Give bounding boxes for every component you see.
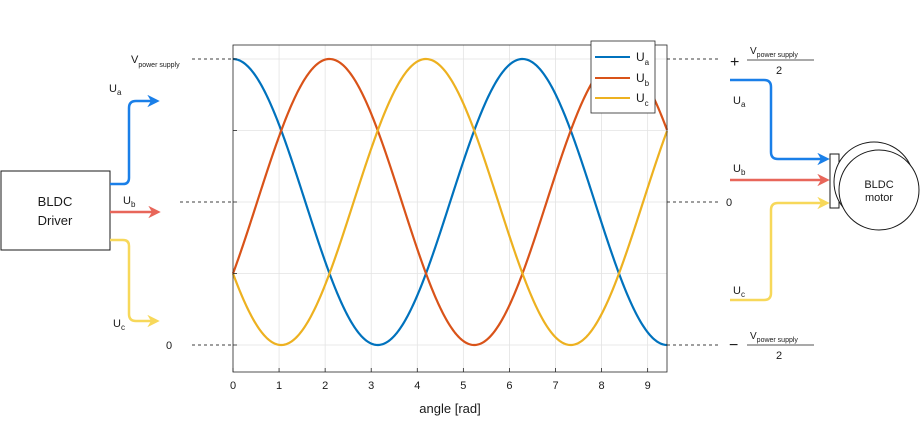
- motor-in-label-ub: Ub: [733, 163, 746, 177]
- driver-out-label-ub: Ub: [123, 195, 136, 209]
- right-top-denominator: 2: [776, 65, 782, 77]
- motor-label-line1: BLDC: [864, 179, 893, 191]
- x-axis-label: angle [rad]: [419, 401, 480, 416]
- driver-label-line1: BLDC: [38, 194, 73, 209]
- legend: Ua Ub Uc: [590, 40, 656, 114]
- right-bottom-sign: −: [729, 337, 738, 354]
- x-tick-label: 8: [599, 380, 605, 392]
- motor-label-line2: motor: [865, 192, 893, 204]
- x-tick-label: 3: [368, 380, 374, 392]
- legend-label-ua: Ua: [636, 50, 650, 67]
- level-label-zero-left: 0: [166, 340, 172, 352]
- right-top-sign: +: [730, 54, 739, 71]
- x-tick-label: 6: [506, 380, 512, 392]
- right-bottom-denominator: 2: [776, 350, 782, 362]
- x-tick-label: 4: [414, 380, 420, 392]
- level-label-vps: Vpower supply: [131, 54, 180, 69]
- driver-label-line2: Driver: [38, 213, 73, 228]
- motor-in-label-uc: Uc: [733, 285, 745, 299]
- bldc-driver-block: [0, 170, 111, 251]
- motor-in-label-ua: Ua: [733, 95, 746, 109]
- driver-arrow-ua: [110, 94, 160, 186]
- series-line-ua: [232, 57, 668, 347]
- x-tick-label: 7: [552, 380, 558, 392]
- driver-out-label-ua: Ua: [109, 83, 122, 97]
- plot-area: 0 1 2 3 4 5 6 7 8 9 angle [rad] Ua Ub Uc: [230, 40, 669, 416]
- plot-frame: [232, 44, 668, 373]
- motor-arrow-uc: [730, 196, 830, 302]
- right-top-numerator: Vpower supply: [750, 46, 798, 59]
- x-tick-label: 9: [645, 380, 651, 392]
- motor-arrow-ua: [730, 78, 830, 166]
- driver-arrow-uc: [110, 238, 160, 328]
- x-tick-label: 2: [322, 380, 328, 392]
- legend-label-ub: Ub: [636, 71, 650, 88]
- driver-out-label-uc: Uc: [113, 318, 125, 332]
- motor-inner-circle: [838, 149, 920, 231]
- series-line-uc: [231, 57, 669, 347]
- right-zero-label: 0: [726, 197, 732, 209]
- x-tick-label: 0: [230, 380, 236, 392]
- x-tick-label: 1: [276, 380, 282, 392]
- x-tick-label: 5: [460, 380, 466, 392]
- legend-label-uc: Uc: [636, 91, 649, 108]
- axis-ticks: 0 1 2 3 4 5 6 7 8 9: [230, 58, 651, 392]
- right-bottom-numerator: Vpower supply: [750, 331, 798, 344]
